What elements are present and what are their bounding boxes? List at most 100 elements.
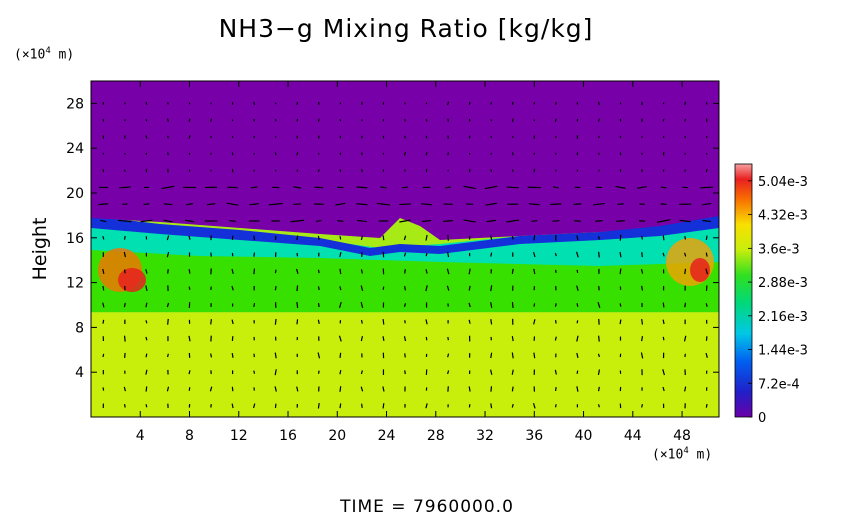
wind-vector (118, 219, 132, 223)
wind-vector (490, 403, 493, 409)
wind-vector (425, 152, 428, 156)
wind-vector (468, 285, 471, 291)
wind-vector (274, 352, 277, 359)
wind-vector (274, 369, 277, 376)
wind-vector (701, 202, 712, 206)
colorbar-ticks: 5.04e-3 4.32e-3 3.6e-3 2.88e-3 2.16e-3 1.44e-… (748, 175, 808, 426)
wind-vector (315, 219, 322, 223)
wind-vector (641, 318, 644, 325)
wind-vector (615, 185, 626, 189)
time-label: TIME = 7960000.0 (340, 497, 514, 517)
wind-vector (210, 118, 213, 122)
wind-vector (145, 135, 148, 139)
wind-vector (641, 169, 643, 173)
wind-vector (166, 235, 170, 241)
wind-vector (231, 403, 234, 409)
wind-vector (447, 370, 450, 375)
wind-vector (102, 268, 105, 274)
wind-vector (446, 268, 450, 275)
wind-vector (511, 152, 514, 156)
wind-vector (167, 318, 169, 325)
wind-vector (684, 252, 687, 257)
wind-vector (163, 219, 173, 223)
wind-vector (290, 219, 305, 223)
wind-vector (188, 335, 191, 342)
wind-vector (662, 118, 665, 122)
wind-vector (533, 303, 536, 307)
wind-vector (576, 235, 579, 241)
wind-vector (231, 268, 234, 274)
x-tick-label: 32 (476, 428, 494, 444)
wind-vector (576, 102, 579, 105)
wind-vector (161, 185, 175, 190)
wind-vector (425, 403, 428, 409)
wind-vector (98, 203, 109, 206)
wind-vector (252, 403, 256, 409)
wind-vector (231, 152, 234, 156)
wind-vector (382, 403, 385, 409)
colorbar-tick-label: 3.6e-3 (758, 242, 800, 257)
wind-vector (576, 320, 579, 324)
wind-vector (360, 386, 364, 392)
y-tick-label: 12 (66, 276, 84, 292)
x-axis-unit: (×104 m) (652, 446, 713, 463)
wind-vector (140, 219, 153, 223)
wind-vector (684, 101, 687, 106)
wind-vector (102, 302, 105, 308)
wind-vector (662, 302, 665, 308)
wind-vector (296, 319, 299, 325)
wind-vector (360, 336, 364, 342)
wind-vector (468, 302, 471, 308)
x-axis-ticks: 4 8 12 16 20 24 28 32 36 40 44 48 (136, 81, 691, 444)
wind-vector (229, 219, 236, 223)
wind-vector (360, 370, 363, 375)
wind-vector (360, 285, 364, 292)
wind-vector (210, 353, 213, 358)
wind-vector (382, 235, 385, 241)
wind-vector (554, 369, 557, 375)
wind-vector (554, 303, 557, 307)
wind-vector (339, 236, 342, 240)
chart-title: NH3−g Mixing Ratio [kg/kg] (218, 14, 594, 43)
wind-vector (335, 202, 346, 206)
wind-vector (532, 403, 536, 409)
wind-vector (403, 303, 407, 307)
wind-vector (404, 370, 406, 375)
wind-vector (576, 303, 579, 307)
x-tick-label: 40 (575, 428, 593, 444)
wind-vector (356, 186, 368, 189)
wind-vector (593, 202, 605, 206)
wind-vector (486, 219, 496, 223)
x-tick-label: 36 (525, 428, 543, 444)
y-tick-label: 24 (66, 141, 84, 157)
wind-vector (705, 252, 708, 257)
x-tick-label: 16 (279, 428, 297, 444)
wind-vector (506, 219, 520, 223)
wind-vector (511, 118, 514, 122)
wind-vector (404, 118, 406, 122)
wind-vector (468, 135, 471, 139)
wind-vector (145, 386, 148, 392)
wind-vector (339, 252, 342, 258)
wind-vector (296, 386, 299, 392)
wind-vector (640, 269, 644, 274)
wind-vector (468, 101, 471, 105)
wind-vector (339, 370, 342, 375)
wind-vector (188, 286, 191, 290)
x-tick-label: 48 (673, 428, 691, 444)
wind-vector (382, 336, 385, 342)
wind-vector (421, 219, 432, 223)
wind-vector (376, 202, 391, 206)
wind-vector (231, 352, 234, 358)
colorbar-tick-label: 4.32e-3 (758, 209, 808, 224)
colorbar-tick-label: 2.88e-3 (758, 276, 808, 291)
wind-vector (554, 252, 557, 257)
x-tick-label: 44 (624, 428, 642, 444)
wind-vector (576, 269, 579, 274)
wind-vector (253, 268, 256, 275)
colorbar-tick-label: 1.44e-3 (758, 344, 808, 359)
wind-vector (226, 202, 239, 206)
x-tick-label: 28 (427, 428, 445, 444)
wind-vector (145, 404, 148, 408)
wind-vector (554, 404, 557, 408)
